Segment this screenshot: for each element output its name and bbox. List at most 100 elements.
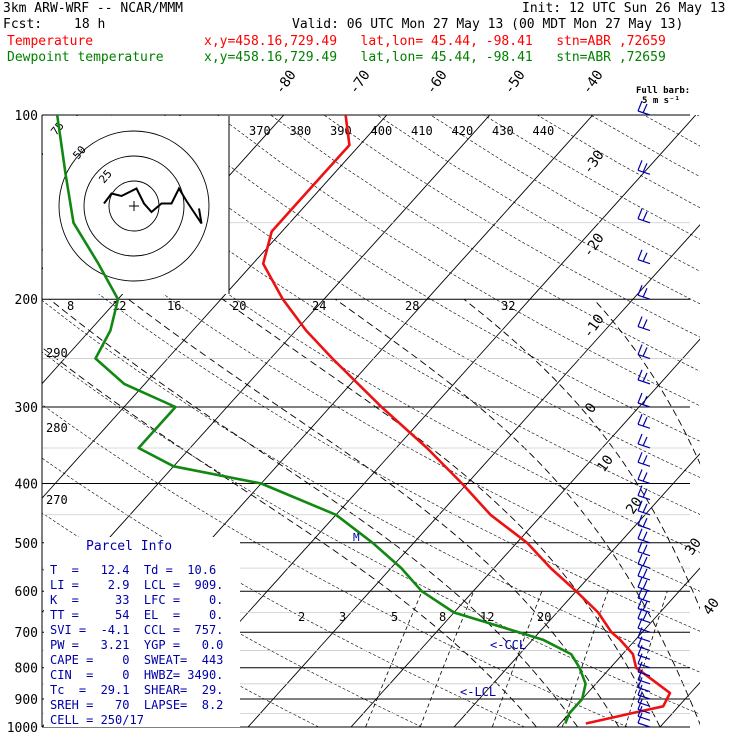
theta-label: 410 xyxy=(411,124,433,138)
wind-barb-flag xyxy=(637,565,643,577)
theta-label: 430 xyxy=(492,124,514,138)
wind-barb-staff xyxy=(637,495,651,501)
speed-scale-label: 16 xyxy=(167,299,181,313)
pressure-tick-label: 300 xyxy=(15,401,38,416)
dry-adiabat-side-label: 280 xyxy=(46,421,68,435)
barb-legend-label: Full barb: xyxy=(636,86,691,96)
barb-legend-value: 5 m s⁻¹ xyxy=(642,96,680,106)
wind-barb-flag xyxy=(642,568,648,579)
theta-label: 420 xyxy=(452,124,474,138)
dewpoint-profile xyxy=(55,115,587,724)
speed-scale-label: 28 xyxy=(405,299,419,313)
wind-barb-staff xyxy=(637,679,651,685)
wind-barb-flag xyxy=(642,287,648,298)
wind-barb-staff xyxy=(637,443,651,449)
wind-barb-staff xyxy=(637,461,651,467)
parcel-info-row: T = 12.4 Td = 10.6 xyxy=(50,563,217,577)
wind-barb-staff xyxy=(637,169,651,175)
wind-barb-flag xyxy=(637,433,643,445)
wind-barb-flag xyxy=(637,208,643,219)
isotherm-label: 40 xyxy=(700,595,723,618)
parcel-info-row: TT = 54 EL = 0. xyxy=(50,608,224,622)
pressure-tick-label: 600 xyxy=(15,585,38,600)
isotherm-label: -70 xyxy=(346,67,374,97)
wind-barb-flag xyxy=(637,528,643,539)
wind-barb-flag xyxy=(637,617,643,629)
wind-barb-flag xyxy=(637,692,643,703)
isotherm-line xyxy=(350,115,700,727)
hodograph-ring xyxy=(58,130,210,282)
pressure-tick-label: 200 xyxy=(15,293,38,308)
isotherm-label: 20 xyxy=(623,494,646,517)
wind-barb-flag xyxy=(637,598,643,609)
wind-barb-flag xyxy=(637,514,643,526)
speed-scale-label: 32 xyxy=(501,299,515,313)
wind-barb-staff xyxy=(637,686,651,693)
parcel-info-row: CELL = 250/17 xyxy=(50,713,144,727)
wind-barb-flag xyxy=(637,452,643,463)
pressure-tick-label: 500 xyxy=(15,537,38,552)
wind-barb-flag xyxy=(637,553,643,565)
pressure-tick-label: 800 xyxy=(15,662,38,677)
wind-barb-staff xyxy=(637,586,651,592)
isotherm-label: 10 xyxy=(594,452,617,475)
wind-barb-staff xyxy=(637,607,651,614)
wind-barb-staff xyxy=(637,722,651,728)
wind-barb-staff xyxy=(637,423,651,429)
isotherm-line xyxy=(453,115,700,727)
sounding-profiles xyxy=(55,115,672,725)
wind-barb-flag xyxy=(637,699,643,710)
wind-barb-staff xyxy=(637,563,651,569)
wind-barb-flag xyxy=(642,372,648,383)
pressure-tick-label: 400 xyxy=(15,477,38,492)
wind-barb-staff xyxy=(637,379,651,385)
wind-barb-flag xyxy=(642,347,648,357)
wind-barb-flag xyxy=(642,163,648,173)
wind-barb-flag xyxy=(637,369,643,381)
wind-barbs-column xyxy=(637,100,651,728)
wind-barb-staff xyxy=(637,259,651,265)
wind-barb-flag xyxy=(637,627,643,638)
dry-adiabat-side-label: 290 xyxy=(46,346,68,360)
dry-adiabat-line xyxy=(696,115,700,727)
temperature-legend-label: Temperature xyxy=(7,34,94,49)
wind-barb-flag xyxy=(642,579,648,590)
pressure-tick-label: 1000 xyxy=(7,721,38,736)
dewpoint-legend-info: x,y=458.16,729.49 lat,lon= 45.44, -98.41… xyxy=(204,50,666,65)
dewpoint-legend-label: Dewpoint temperature xyxy=(7,50,164,65)
mixing-ratio-label: 2 xyxy=(298,610,305,624)
wind-barb-flag xyxy=(642,544,648,554)
wind-barb-flag xyxy=(642,103,648,114)
isotherm-label: -60 xyxy=(423,67,451,97)
model-title: 3km ARW-WRF -- NCAR/MMM xyxy=(3,1,184,16)
wind-barb-flag xyxy=(637,392,643,404)
wind-barb-flag xyxy=(637,344,643,355)
wind-barb-flag xyxy=(637,316,643,327)
mixing-ratio-line xyxy=(491,591,543,727)
wind-barb-flag xyxy=(642,531,648,542)
wind-barb-flag xyxy=(637,100,643,112)
isotherm-label: -10 xyxy=(580,311,608,341)
speed-scale-label: 24 xyxy=(312,299,326,313)
wind-barb-staff xyxy=(637,627,651,633)
isotherm-label: -30 xyxy=(580,147,608,177)
forecast-label: Fcst: xyxy=(3,17,43,32)
wind-barb-staff xyxy=(637,575,651,581)
wind-barb-flag xyxy=(642,319,648,329)
isotherm-label: -80 xyxy=(272,67,300,97)
hodograph-ring xyxy=(83,155,185,257)
parcel-info-panel: Parcel Info T = 12.4 Td = 10.6 LI = 2.9 … xyxy=(44,537,240,727)
wind-barb-flag xyxy=(642,488,648,498)
dry-adiabat-line xyxy=(430,115,700,727)
pressure-tick-label: 900 xyxy=(15,693,38,708)
hodograph-background xyxy=(43,116,229,294)
lcl-annotation: <-LCL xyxy=(460,685,496,699)
isotherm-label: -40 xyxy=(579,67,607,97)
mixing-ratio-label: 3 xyxy=(339,610,346,624)
wind-barb-flag xyxy=(642,211,648,222)
wind-barb-flag xyxy=(637,541,643,552)
isotherm-line xyxy=(556,115,700,727)
mixing-ratio-label: 8 xyxy=(439,610,446,624)
wind-barb-staff xyxy=(637,636,651,643)
